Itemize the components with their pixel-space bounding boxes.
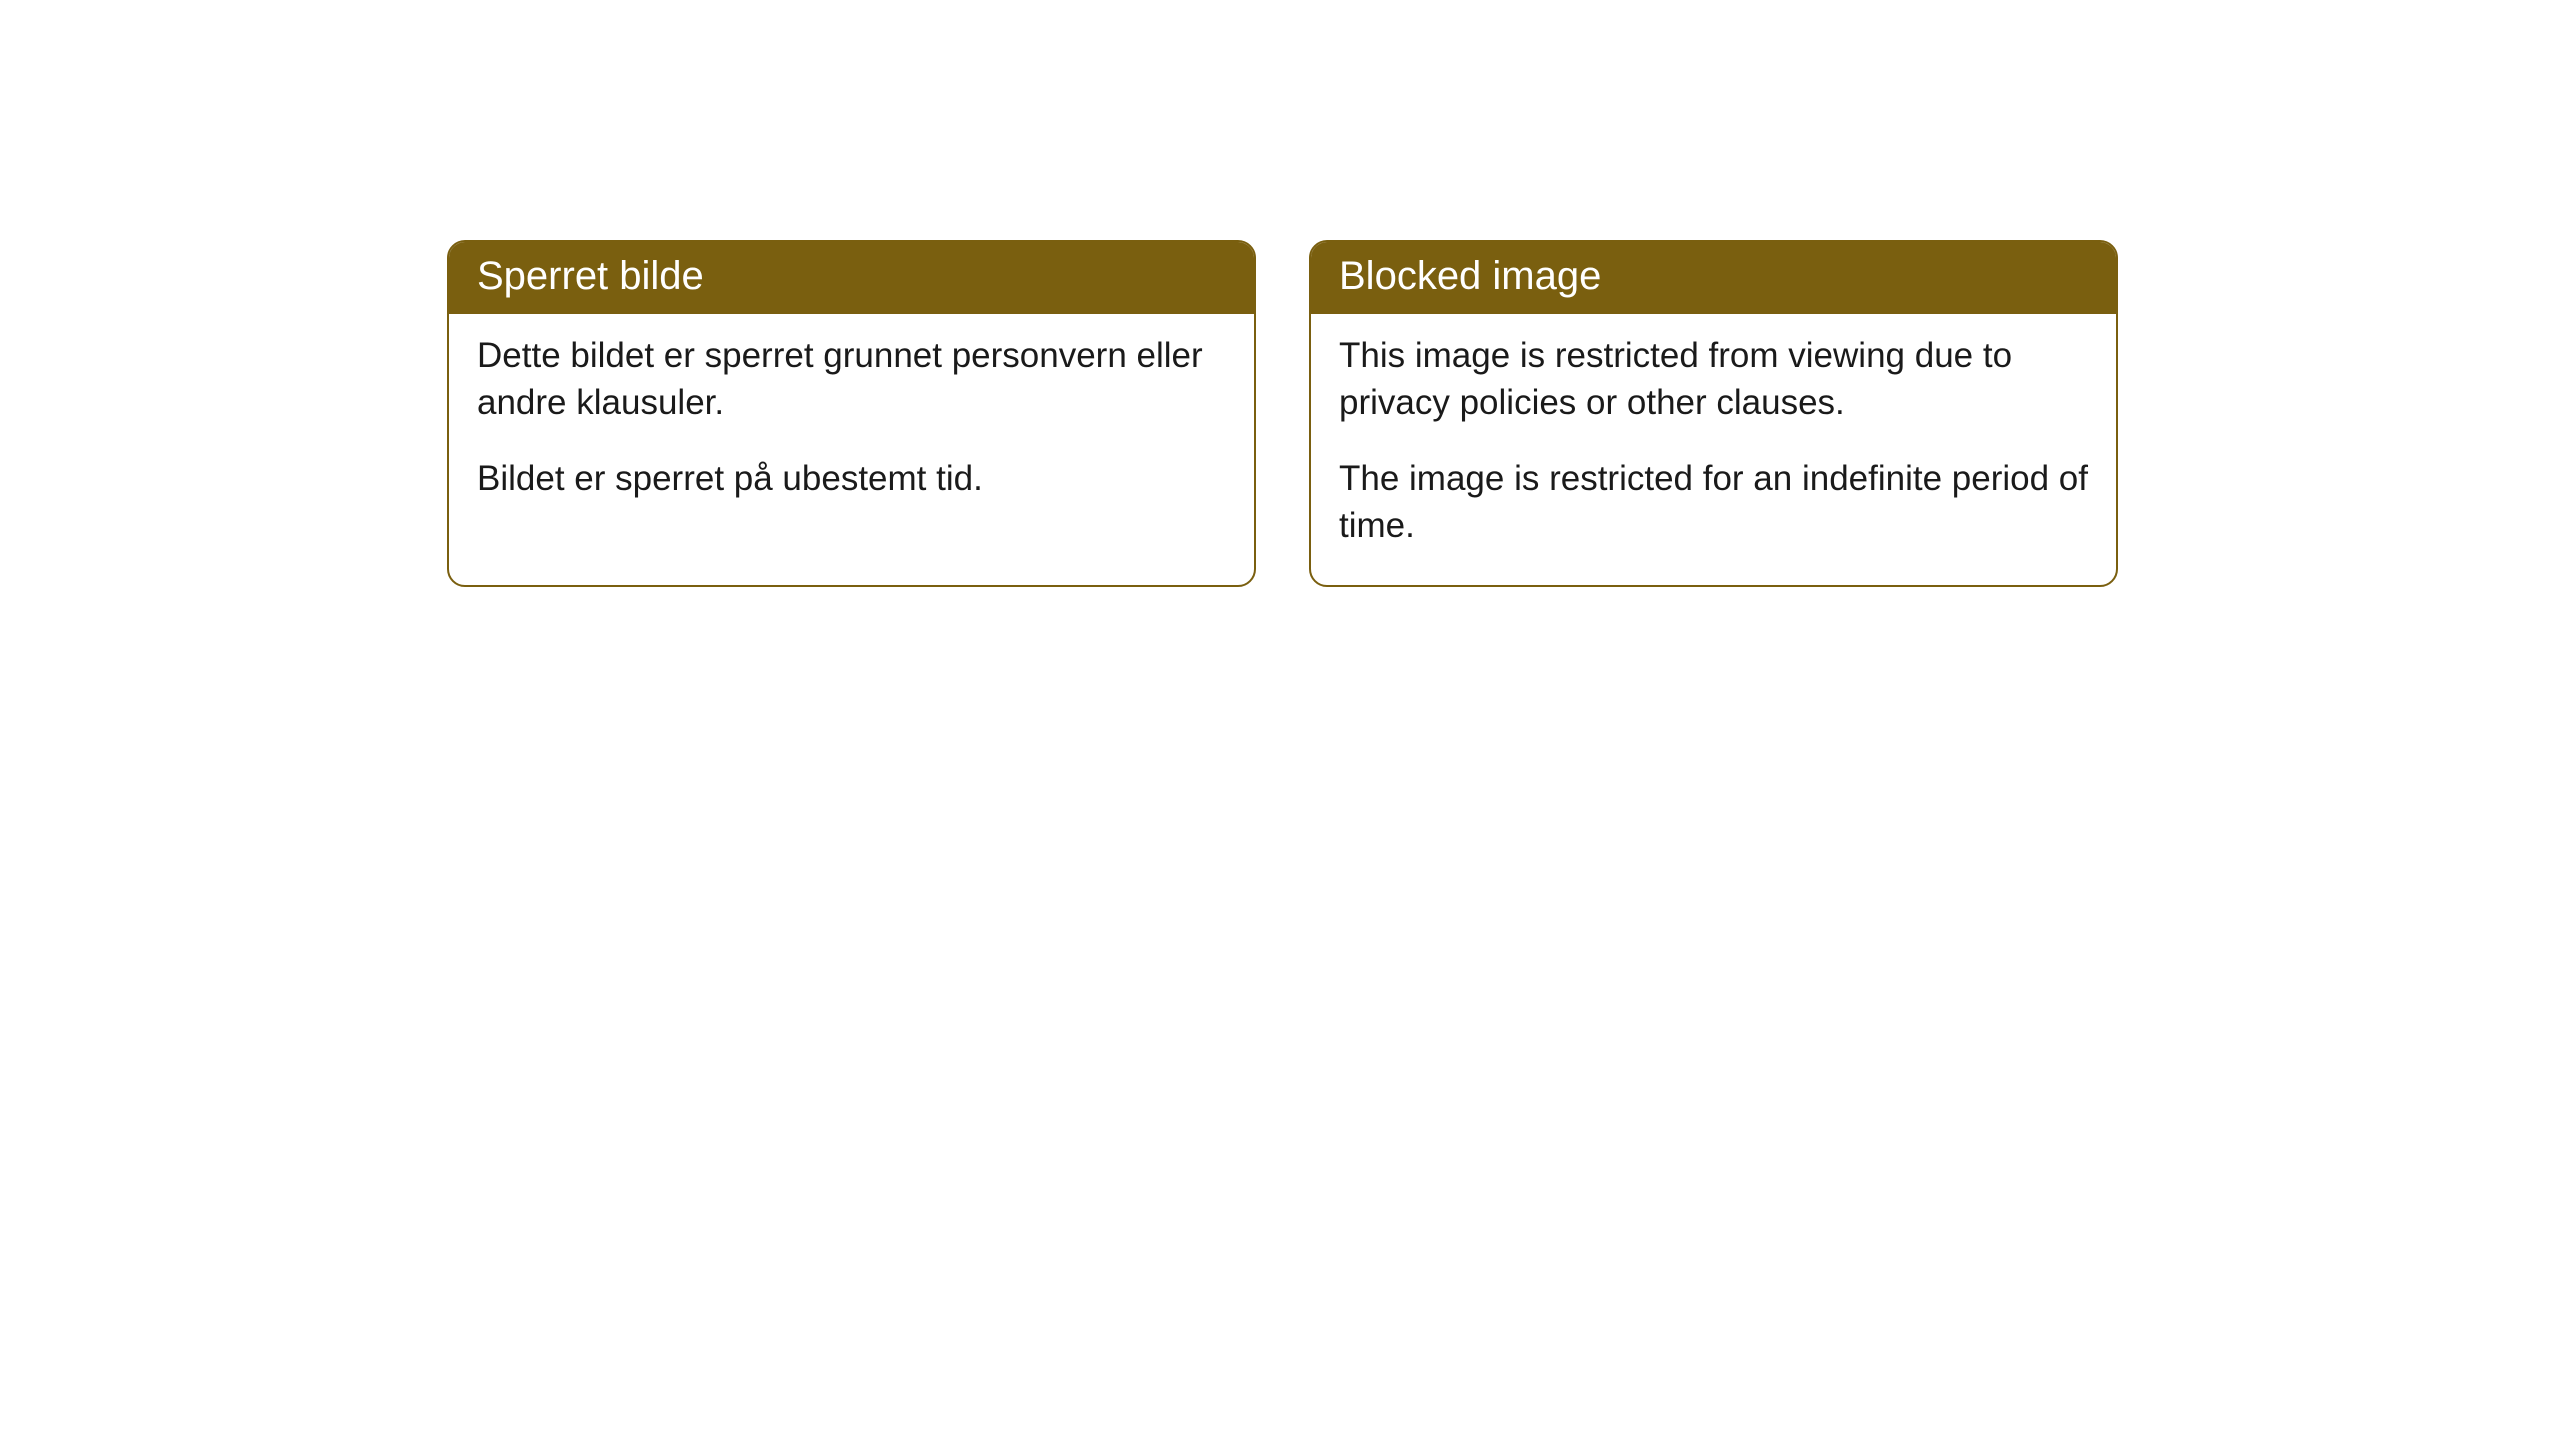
card-body-no: Dette bildet er sperret grunnet personve… (449, 314, 1254, 538)
card-body-en: This image is restricted from viewing du… (1311, 314, 2116, 585)
card-paragraph-1-no: Dette bildet er sperret grunnet personve… (477, 332, 1226, 427)
card-paragraph-1-en: This image is restricted from viewing du… (1339, 332, 2088, 427)
card-header-no: Sperret bilde (449, 242, 1254, 314)
notice-cards-container: Sperret bilde Dette bildet er sperret gr… (447, 240, 2118, 587)
card-paragraph-2-en: The image is restricted for an indefinit… (1339, 455, 2088, 550)
card-header-en: Blocked image (1311, 242, 2116, 314)
blocked-image-card-no: Sperret bilde Dette bildet er sperret gr… (447, 240, 1256, 587)
blocked-image-card-en: Blocked image This image is restricted f… (1309, 240, 2118, 587)
card-paragraph-2-no: Bildet er sperret på ubestemt tid. (477, 455, 1226, 502)
